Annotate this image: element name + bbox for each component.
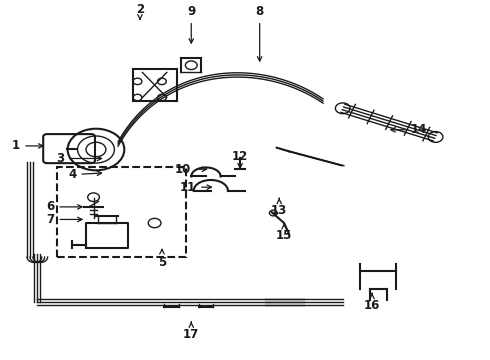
Text: 7: 7	[47, 213, 82, 226]
Text: 5: 5	[158, 249, 166, 269]
Text: 13: 13	[271, 198, 287, 217]
Text: 8: 8	[255, 5, 264, 61]
Text: 16: 16	[364, 293, 380, 312]
Bar	[57, 167, 186, 257]
Text: 6: 6	[46, 201, 82, 213]
Text: 9: 9	[187, 5, 196, 43]
Text: 2: 2	[136, 3, 144, 19]
Text: 14: 14	[391, 123, 427, 136]
Text: 4: 4	[68, 168, 101, 181]
Text: 15: 15	[276, 224, 292, 242]
Text: 10: 10	[175, 163, 207, 176]
Text: 17: 17	[183, 322, 199, 341]
Text: 11: 11	[180, 181, 212, 194]
Text: 3: 3	[56, 152, 101, 165]
Text: 12: 12	[232, 150, 248, 169]
Text: 1: 1	[12, 139, 43, 152]
